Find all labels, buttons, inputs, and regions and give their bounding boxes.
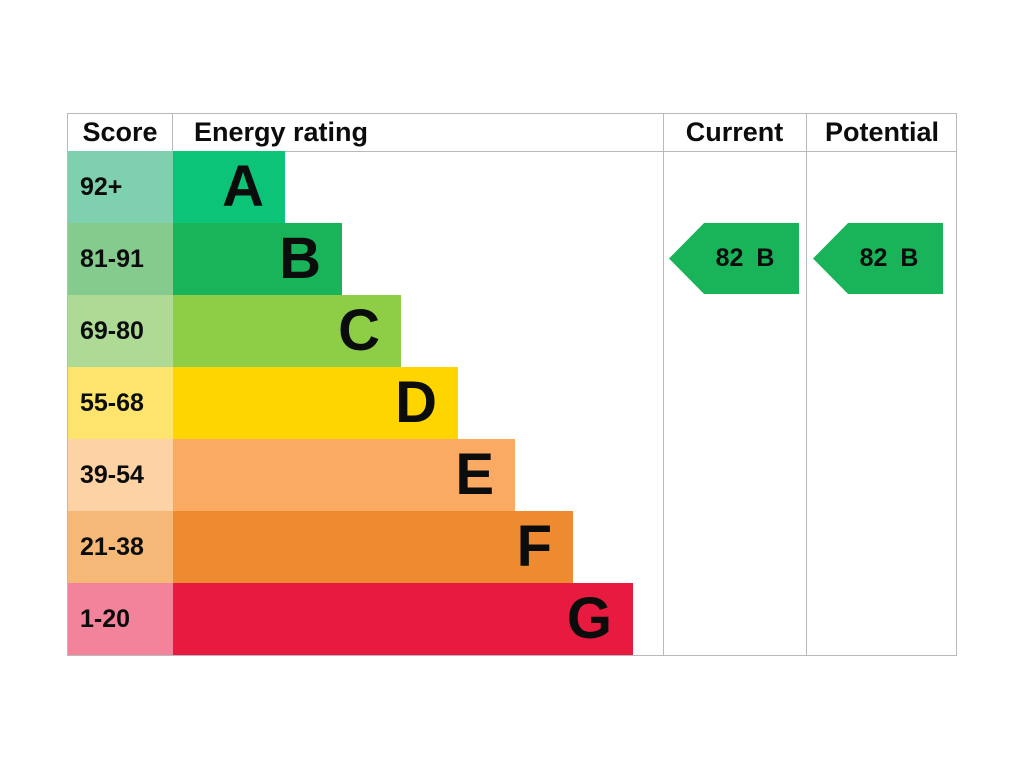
band-bar-b: B (173, 223, 342, 295)
band-row-b: 81-91 B (68, 223, 633, 295)
potential-rating-arrow: 82 B (813, 223, 943, 294)
band-rows: 92+ A 81-91 B 69-80 C 55-68 D 39-54 E 21-38 F 1-20 G (68, 151, 633, 655)
band-row-e: 39-54 E (68, 439, 633, 511)
score-cell-g: 1-20 (68, 583, 173, 655)
band-bar-d: D (173, 367, 458, 439)
header-potential: Potential (824, 117, 939, 147)
score-cell-b: 81-91 (68, 223, 173, 295)
epc-chart: Score Energy rating Current Potential 92… (67, 113, 957, 656)
band-bar-f: F (173, 511, 573, 583)
band-row-a: 92+ A (68, 151, 633, 223)
band-row-f: 21-38 F (68, 511, 633, 583)
score-cell-d: 55-68 (68, 367, 173, 439)
band-bar-a: A (173, 151, 285, 223)
band-row-g: 1-20 G (68, 583, 633, 655)
score-cell-a: 92+ (68, 151, 173, 223)
score-cell-f: 21-38 (68, 511, 173, 583)
band-bar-e: E (173, 439, 515, 511)
header-current: Current (685, 117, 784, 147)
score-cell-e: 39-54 (68, 439, 173, 511)
band-bar-g: G (173, 583, 633, 655)
score-cell-c: 69-80 (68, 295, 173, 367)
current-rating-arrow: 82 B (669, 223, 799, 294)
band-row-d: 55-68 D (68, 367, 633, 439)
potential-column-divider (806, 114, 807, 655)
current-score-value: 82 (715, 244, 744, 272)
current-band-letter: B (756, 244, 775, 272)
header-row: Score Energy rating Current Potential (68, 114, 956, 152)
band-row-c: 69-80 C (68, 295, 633, 367)
potential-band-letter: B (900, 244, 919, 272)
potential-score-value: 82 (859, 244, 888, 272)
current-column-divider (663, 114, 664, 655)
header-energy-rating: Energy rating (194, 117, 369, 147)
header-score: Score (68, 114, 173, 151)
band-bar-c: C (173, 295, 401, 367)
